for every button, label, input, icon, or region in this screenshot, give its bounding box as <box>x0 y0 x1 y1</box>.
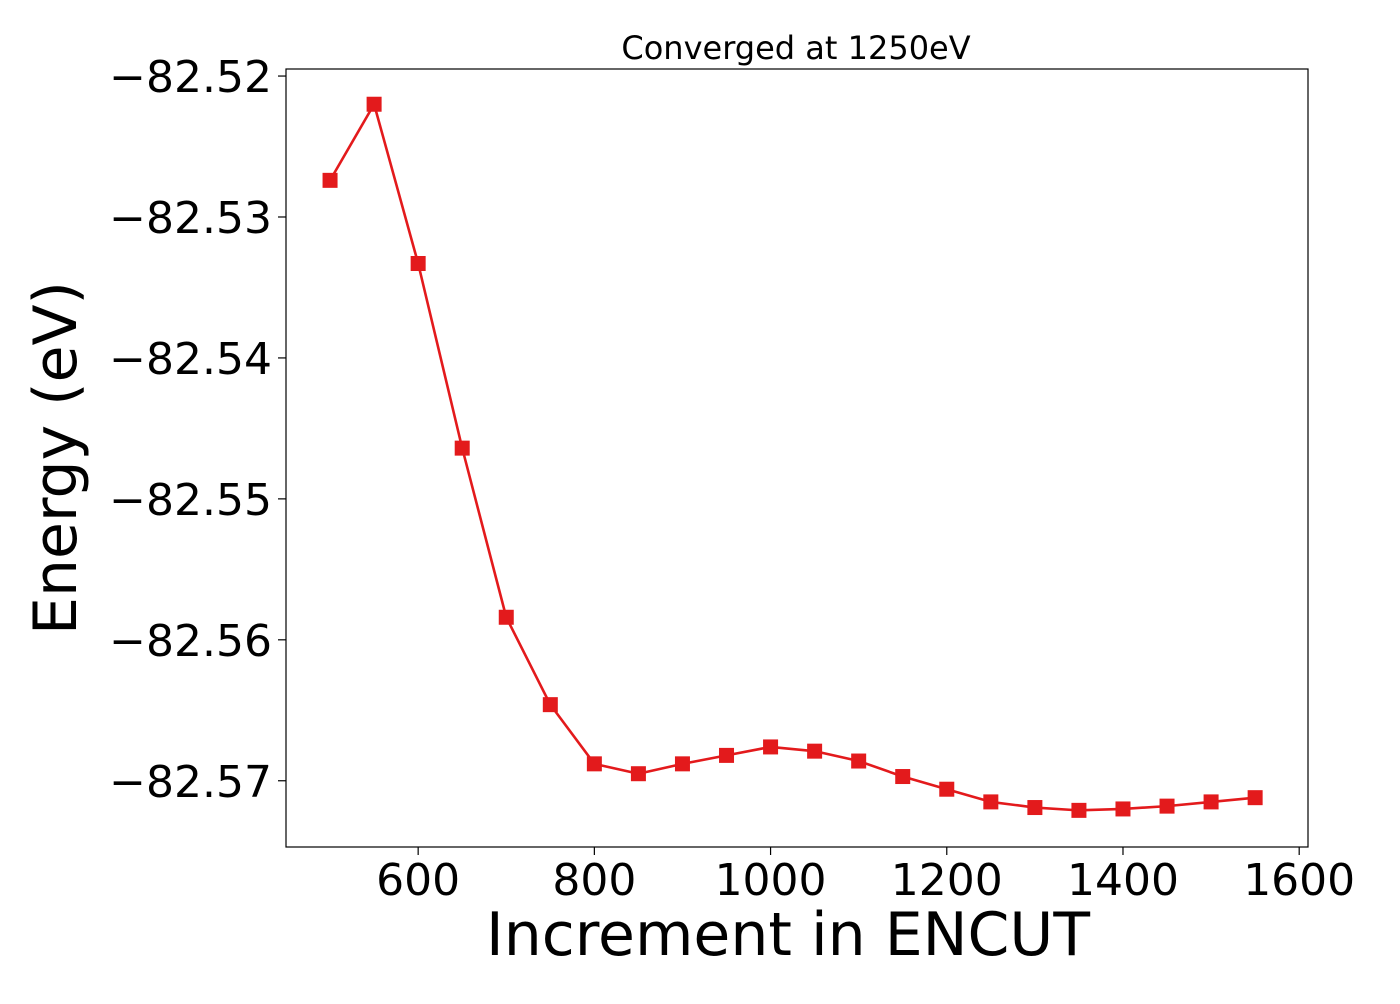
data-point-marker <box>807 743 823 759</box>
y-axis-ticks: −82.52 −82.53 −82.54 −82.55 −82.56 −82.57 <box>109 52 286 808</box>
data-point-marker <box>719 747 735 763</box>
x-tick-label: 1400 <box>1067 855 1179 906</box>
y-tick-label: −82.53 <box>109 193 272 244</box>
x-tick-label: 1600 <box>1243 855 1355 906</box>
data-point-marker <box>851 753 867 769</box>
x-axis-label: Increment in ENCUT <box>486 900 1090 970</box>
x-tick-label: 600 <box>376 855 460 906</box>
x-tick-label: 1200 <box>891 855 1003 906</box>
data-point-marker <box>895 769 911 785</box>
plot-area-frame <box>285 68 1309 848</box>
y-tick-label: −82.55 <box>109 475 272 526</box>
y-tick-label: −82.52 <box>109 52 272 103</box>
data-point-marker <box>1203 794 1219 810</box>
data-point-marker <box>983 794 999 810</box>
y-tick-label: −82.54 <box>109 334 272 385</box>
data-point-marker <box>1247 790 1263 806</box>
x-tick-label: 1000 <box>715 855 827 906</box>
series-group <box>322 96 1263 818</box>
data-point-marker <box>630 766 646 782</box>
data-point-marker <box>586 756 602 772</box>
data-point-marker <box>1071 802 1087 818</box>
data-point-marker <box>366 96 382 112</box>
data-point-marker <box>763 739 779 755</box>
data-point-marker <box>1115 801 1131 817</box>
data-point-marker <box>674 756 690 772</box>
chart-title: Converged at 1250eV <box>621 29 970 67</box>
series-line <box>328 102 1256 812</box>
data-point-marker <box>322 172 338 188</box>
y-tick-label: −82.56 <box>109 616 272 667</box>
data-point-marker <box>1159 798 1175 814</box>
data-point-marker <box>542 697 558 713</box>
data-point-marker <box>939 781 955 797</box>
data-point-marker <box>1027 800 1043 816</box>
x-tick-label: 800 <box>552 855 636 906</box>
y-tick-label: −82.57 <box>109 757 272 808</box>
data-point-marker <box>454 440 470 456</box>
y-axis-label: Energy (eV) <box>21 281 91 635</box>
data-point-marker <box>410 256 426 271</box>
data-point-marker <box>498 609 514 625</box>
x-axis-ticks: 600 800 1000 1200 1400 1600 <box>376 847 1355 906</box>
